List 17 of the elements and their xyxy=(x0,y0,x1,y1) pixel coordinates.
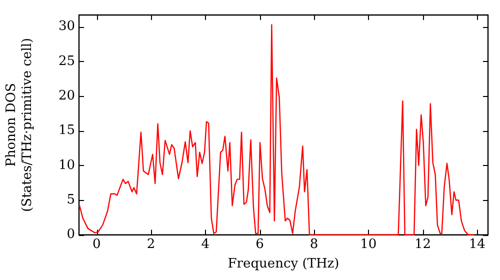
x-tick-label: 12 xyxy=(414,236,432,252)
x-tick-label: 6 xyxy=(256,236,264,252)
x-tick-label: 2 xyxy=(146,236,156,252)
y-tick-label: 30 xyxy=(58,19,75,34)
x-axis-title: Frequency (THz) xyxy=(228,256,340,272)
y-tick-label: 0 xyxy=(66,227,75,242)
x-tick-label: 8 xyxy=(310,236,318,252)
y-tick-label: 20 xyxy=(58,88,75,104)
y-tick-label: 15 xyxy=(58,123,75,138)
y-axis-title: Phonon DOS (States/THz·primitive cell) xyxy=(4,38,35,212)
y-tick-label: 5 xyxy=(66,192,75,208)
x-tick-label: 4 xyxy=(201,236,210,252)
y-tick-label: 10 xyxy=(58,158,75,173)
x-tick-label: 10 xyxy=(360,236,377,252)
x-tick-label: 0 xyxy=(92,236,101,252)
x-tick-label: 14 xyxy=(468,236,486,252)
y-tick-label: 25 xyxy=(58,54,75,69)
